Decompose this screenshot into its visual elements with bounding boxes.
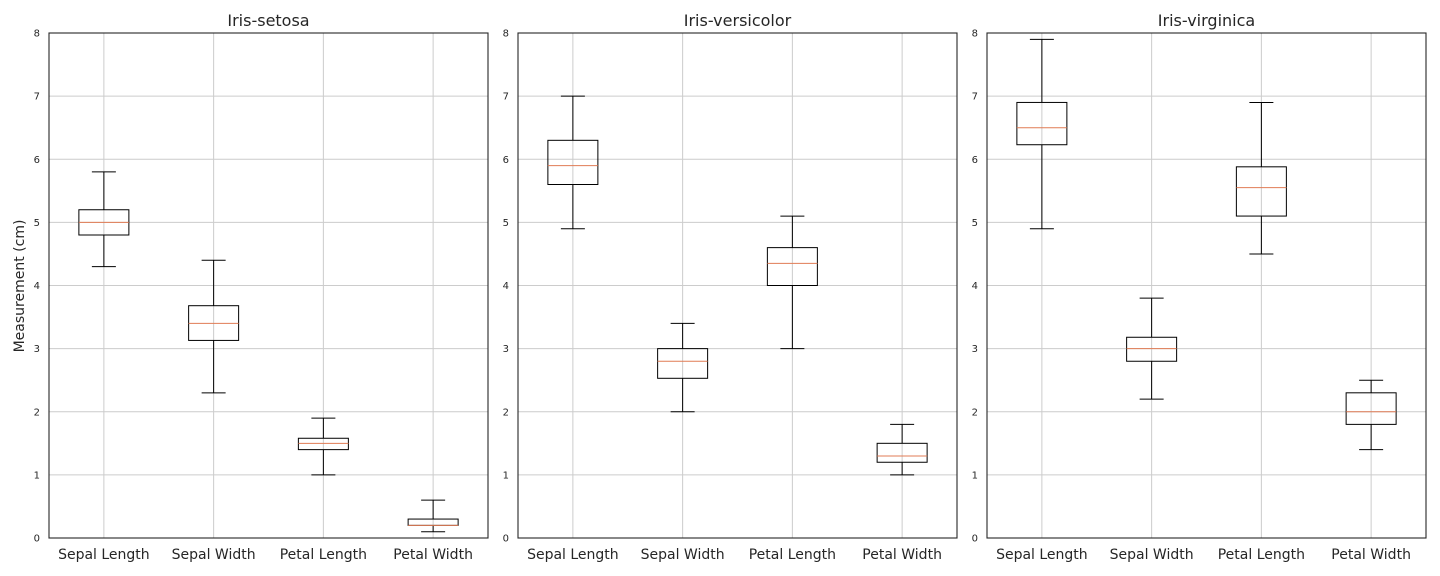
y-tick-label: 6 [503,155,509,166]
y-tick-label: 7 [34,92,40,103]
x-tick-label: Sepal Width [641,547,725,563]
x-tick-label: Petal Width [862,547,942,563]
box-petal-length [297,417,349,476]
y-tick-label: 6 [972,155,978,166]
iqr-box [1235,166,1287,217]
box-sepal-width [657,322,709,413]
iqr-box [297,437,349,451]
axes-frame [48,32,489,539]
x-tick-label: Petal Length [1218,547,1305,563]
y-tick-label: 7 [503,92,509,103]
y-tick-label: 8 [972,29,978,40]
panel-title: Iris-virginica [1158,11,1255,30]
y-tick-label: 1 [503,470,509,481]
panel-title: Iris-setosa [227,11,309,30]
box-sepal-length [78,171,130,268]
y-tick-label: 3 [503,344,509,355]
x-tick-label: Petal Width [1331,547,1411,563]
box-sepal-length [547,95,599,230]
panel-0: 0 1 2 3 4 5 6 7 8 Sepal Length Sepal Width Petal Le… [34,11,489,563]
x-tick-label: Sepal Width [1110,547,1194,563]
x-tick-label: Sepal Length [58,547,150,563]
panel-title: Iris-versicolor [684,11,792,30]
y-tick-label: 2 [972,407,978,418]
y-tick-label: 3 [34,344,40,355]
box-sepal-length [1016,38,1068,230]
box-petal-length [766,215,818,350]
y-tick-label: 4 [503,281,509,292]
box-petal-length [1235,101,1287,255]
box-petal-width [1345,379,1397,451]
y-tick-label: 7 [972,92,978,103]
box-sepal-width [1126,297,1178,400]
iqr-box [1126,336,1178,362]
x-tick-label: Sepal Length [527,547,619,563]
axes-frame [986,32,1427,539]
iqr-box [1345,392,1397,425]
panel-2: 0 1 2 3 4 5 6 7 8 Sepal Length Sepal Width Petal Le… [972,11,1427,563]
panel-1: 0 1 2 3 4 5 6 7 8 Sepal Length Sepal Width Petal Le… [503,11,958,563]
y-tick-label: 0 [503,534,509,545]
y-tick-label: 2 [34,407,40,418]
y-tick-label: 2 [503,407,509,418]
y-tick-label: 4 [34,281,40,292]
y-tick-label: 0 [972,534,978,545]
y-axis-label: Measurement (cm) [12,220,28,353]
y-tick-label: 3 [972,344,978,355]
y-tick-label: 1 [34,470,40,481]
y-tick-label: 6 [34,155,40,166]
x-tick-label: Petal Length [749,547,836,563]
iqr-box [657,348,709,379]
x-tick-label: Sepal Width [172,547,256,563]
axes-frame [517,32,958,539]
y-tick-label: 8 [34,29,40,40]
box-petal-width [407,499,459,533]
y-tick-label: 0 [34,534,40,545]
x-tick-label: Sepal Length [996,547,1088,563]
y-tick-label: 8 [503,29,509,40]
box-sepal-width [188,259,240,394]
y-tick-label: 5 [34,218,40,229]
iqr-box [876,442,928,463]
box-petal-width [876,423,928,476]
iqr-box [1016,101,1068,146]
y-tick-label: 5 [972,218,978,229]
x-tick-label: Petal Width [393,547,473,563]
x-tick-label: Petal Length [280,547,367,563]
y-tick-label: 1 [972,470,978,481]
iqr-box [766,247,818,286]
y-tick-label: 4 [972,281,978,292]
y-tick-label: 5 [503,218,509,229]
iqr-box [547,139,599,185]
